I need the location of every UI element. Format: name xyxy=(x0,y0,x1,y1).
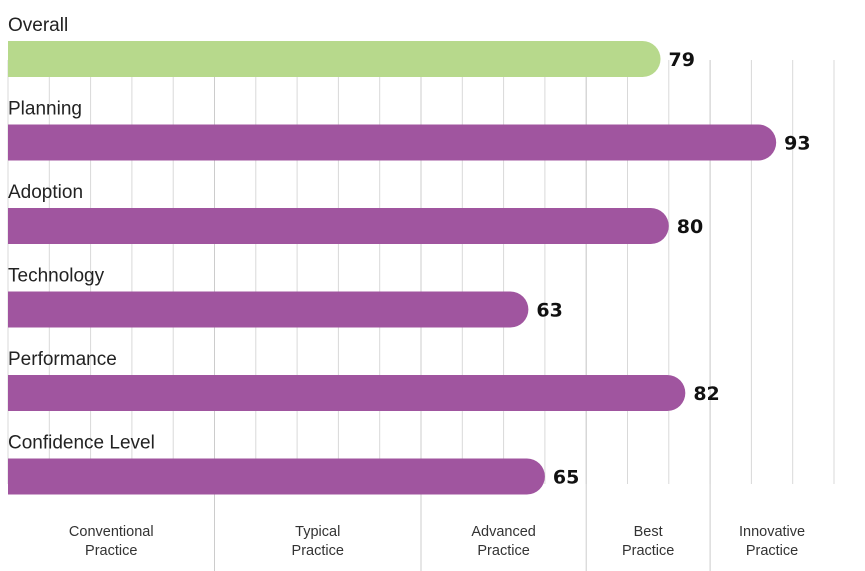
bar-adoption xyxy=(8,208,669,244)
value-label-technology: 63 xyxy=(536,300,562,322)
value-label-planning: 93 xyxy=(784,133,810,155)
value-label-adoption: 80 xyxy=(677,216,703,238)
band-label-typical-practice: Typical Practice xyxy=(292,524,344,559)
bars: Overall 79 Planning 93 Adoption 80 Technology 6… xyxy=(8,15,811,495)
band-label-best-practice: Best Practice xyxy=(622,524,674,559)
value-label-confidence-level: 65 xyxy=(553,467,579,489)
band-label-advanced-practice: Advanced Practice xyxy=(471,524,536,559)
category-label-technology: Technology xyxy=(8,266,105,287)
band-labels: Conventional Practice Typical Practice Advan… xyxy=(69,524,805,559)
category-label-confidence-level: Confidence Level xyxy=(8,433,155,454)
category-label-overall: Overall xyxy=(8,15,68,36)
bar-confidence-level xyxy=(8,458,545,495)
bar-planning xyxy=(8,124,777,161)
value-label-overall: 79 xyxy=(669,49,695,71)
category-label-adoption: Adoption xyxy=(8,182,83,203)
value-label-performance: 82 xyxy=(693,383,719,405)
category-label-planning: Planning xyxy=(8,99,82,120)
band-label-conventional-practice: Conventional Practice xyxy=(69,524,154,559)
category-label-performance: Performance xyxy=(8,349,117,370)
bar-performance xyxy=(8,375,686,411)
band-label-innovative-practice: Innovative Practice xyxy=(739,524,805,559)
bar-overall xyxy=(8,41,661,77)
bar-technology xyxy=(8,291,529,328)
